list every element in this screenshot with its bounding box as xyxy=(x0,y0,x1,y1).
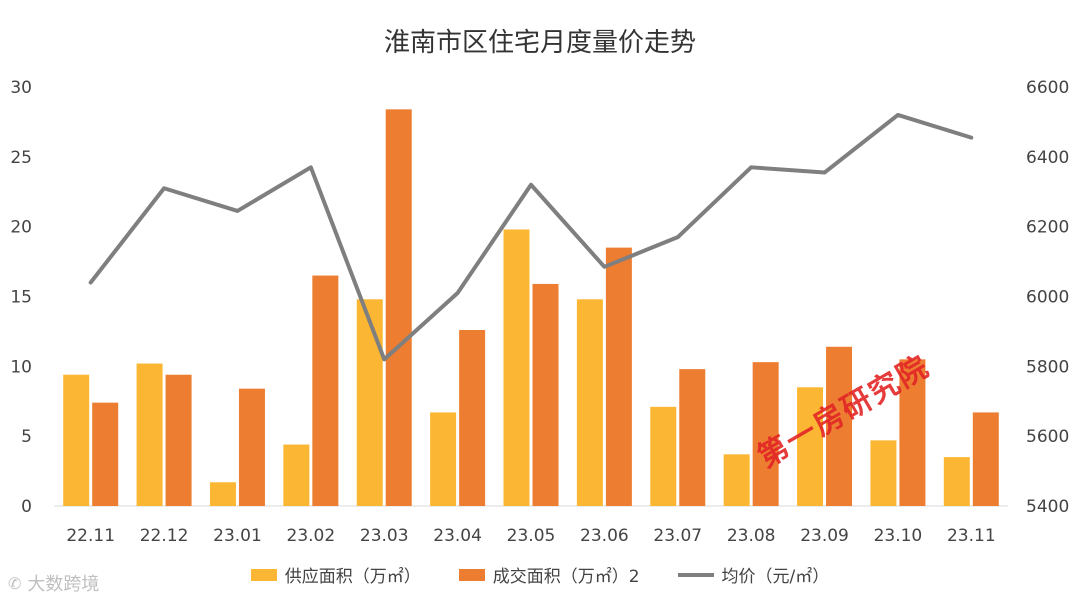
y-left-tick-label: 20 xyxy=(10,218,32,238)
x-tick-label: 23.01 xyxy=(213,526,262,546)
bar-deal xyxy=(679,369,706,506)
x-tick-label: 23.09 xyxy=(800,526,849,546)
bar-deal xyxy=(92,402,119,506)
bar-deal xyxy=(165,374,192,506)
bar-deal xyxy=(532,283,559,506)
bar-deal xyxy=(605,247,632,506)
x-tick-label: 23.05 xyxy=(507,526,556,546)
x-tick-label: 23.06 xyxy=(580,526,629,546)
bar-supply xyxy=(797,387,824,506)
y-right-tick-label: 6600 xyxy=(1026,78,1069,98)
y-right-tick-label: 5800 xyxy=(1026,357,1069,377)
bar-deal xyxy=(826,346,853,506)
bar-supply xyxy=(356,299,383,506)
x-tick-label: 23.07 xyxy=(653,526,702,546)
y-left-tick-label: 15 xyxy=(10,288,32,308)
bar-deal xyxy=(899,359,926,506)
y-right-tick-label: 6400 xyxy=(1026,148,1069,168)
chart-title: 淮南市区住宅月度量价走势 xyxy=(383,28,696,58)
bar-supply xyxy=(209,482,236,506)
price-line xyxy=(88,112,974,362)
x-tick-label: 23.03 xyxy=(360,526,409,546)
y-left-tick-label: 30 xyxy=(10,78,32,98)
y-left-tick-label: 5 xyxy=(21,427,32,447)
y-right-tick-label: 5400 xyxy=(1026,497,1069,517)
y-right-tick-label: 6000 xyxy=(1026,288,1069,308)
legend-item-price: 均价（元/㎡） xyxy=(677,562,830,587)
x-tick-label: 22.11 xyxy=(66,526,115,546)
bar-supply xyxy=(136,363,163,506)
y-right-tick-label: 6200 xyxy=(1026,218,1069,238)
bar-supply xyxy=(943,457,970,506)
x-tick-label: 23.08 xyxy=(727,526,776,546)
legend-label-supply: 供应面积（万㎡） xyxy=(284,567,421,587)
bar-deal xyxy=(312,275,339,506)
bar-supply xyxy=(430,412,457,506)
legend-label-price: 均价（元/㎡） xyxy=(721,567,830,587)
bar-supply xyxy=(870,440,897,506)
y-left-tick-label: 10 xyxy=(10,357,32,377)
legend-label-deal: 成交面积（万㎡）2 xyxy=(492,567,640,587)
bar-deal xyxy=(385,109,412,506)
bar-deal xyxy=(238,388,265,506)
bar-supply xyxy=(576,299,603,506)
bar-supply xyxy=(723,454,750,506)
x-tick-label: 23.10 xyxy=(874,526,923,546)
bar-deal xyxy=(972,412,999,506)
x-tick-label: 23.11 xyxy=(947,526,996,546)
bar-deal xyxy=(752,362,779,506)
bar-supply xyxy=(63,374,90,506)
y-left-tick-label: 0 xyxy=(21,497,32,517)
bar-supply xyxy=(283,444,310,506)
y-right-tick-label: 5600 xyxy=(1026,427,1069,447)
x-tick-label: 23.02 xyxy=(287,526,336,546)
x-tick-label: 23.04 xyxy=(433,526,482,546)
brand-name: 大数跨境 xyxy=(27,574,100,595)
legend-swatch-deal xyxy=(458,568,485,581)
legend-swatch-price xyxy=(677,572,714,577)
x-tick-label: 22.12 xyxy=(140,526,189,546)
bar-supply xyxy=(503,229,530,506)
bar-deal xyxy=(459,330,486,506)
legend: 供应面积（万㎡） 成交面积（万㎡）2 均价（元/㎡） xyxy=(0,562,1080,587)
legend-item-supply: 供应面积（万㎡） xyxy=(250,562,421,587)
brand-watermark: ✆ 大数跨境 xyxy=(8,570,99,596)
brand-logo-icon: ✆ xyxy=(8,573,22,593)
legend-item-deal: 成交面积（万㎡）2 xyxy=(458,562,640,587)
legend-swatch-supply xyxy=(250,568,277,581)
bar-supply xyxy=(650,406,677,506)
y-left-tick-label: 25 xyxy=(10,148,32,168)
